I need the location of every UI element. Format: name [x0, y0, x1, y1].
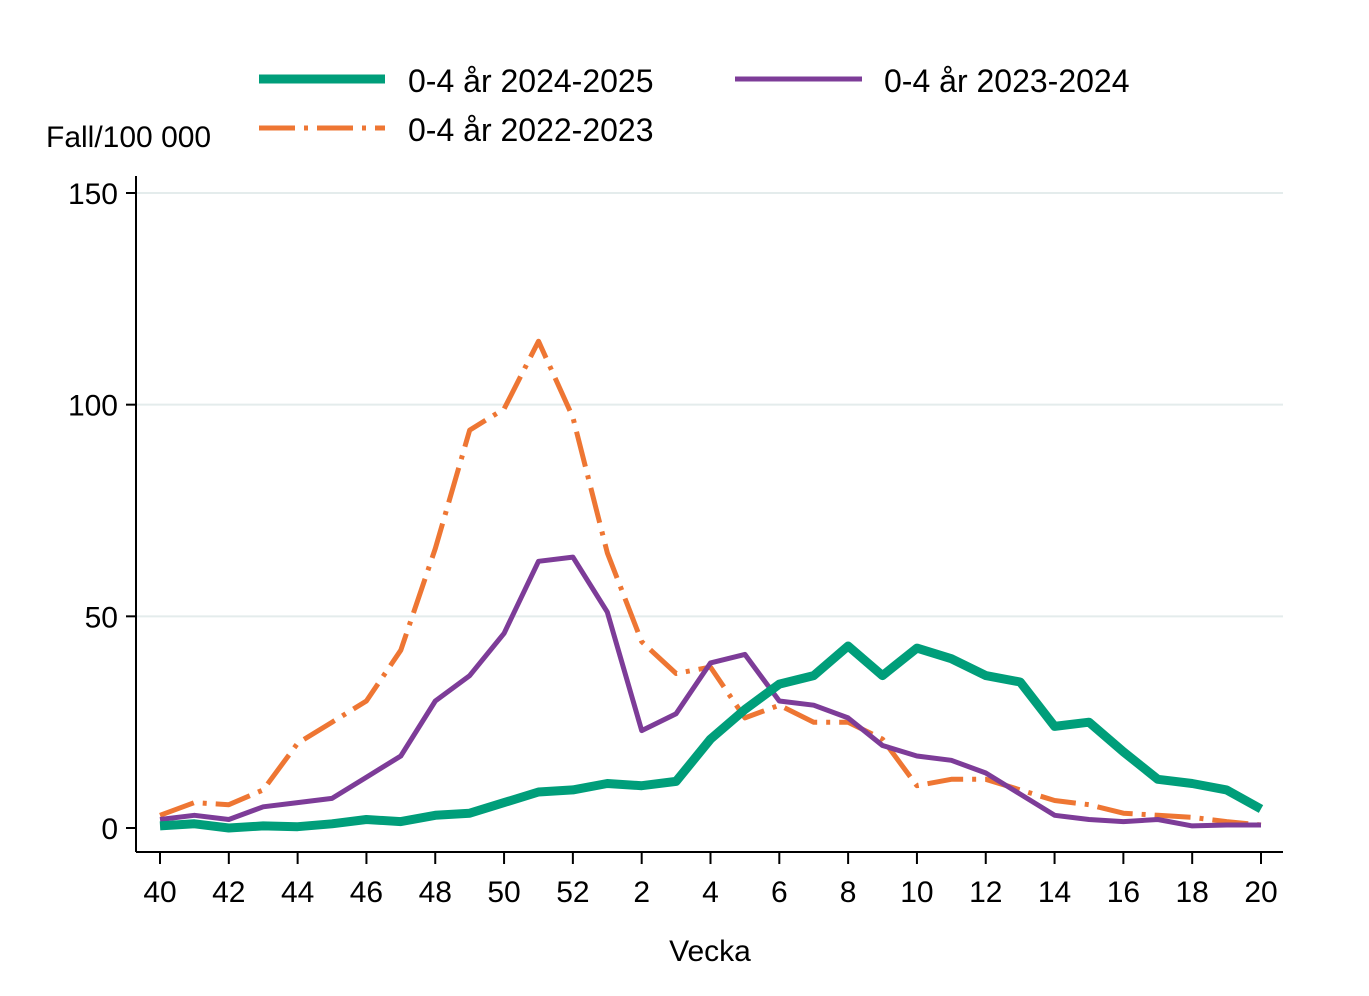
x-axis-title: Vecka [669, 935, 751, 968]
x-tick-label-14: 14 [1038, 876, 1071, 909]
x-tick-label-6: 6 [771, 876, 788, 909]
legend-label-2024-2025: 0-4 år 2024-2025 [408, 63, 654, 99]
y-tick-label-150: 150 [68, 178, 118, 211]
series-line-0-42022-2023 [159, 338, 1262, 828]
x-tick-label-2: 2 [633, 876, 650, 909]
y-ticks: 0 50 100 150 [68, 178, 136, 846]
legend-item-2022-2023: 0-4 år 2022-2023 [259, 112, 654, 148]
x-tick-label-20: 20 [1244, 876, 1277, 909]
x-tick-label-10: 10 [900, 876, 933, 909]
series-line-0-42023-2024 [159, 554, 1261, 829]
legend-label-2023-2024: 0-4 år 2023-2024 [884, 63, 1130, 99]
x-tick-label-12: 12 [969, 876, 1002, 909]
legend-item-2024-2025: 0-4 år 2024-2025 [259, 63, 654, 99]
y-axis-title: Fall/100 000 [46, 121, 211, 154]
legend-label-2022-2023: 0-4 år 2022-2023 [408, 112, 654, 148]
x-tick-label-48: 48 [419, 876, 452, 909]
y-tick-label-100: 100 [68, 390, 118, 423]
grid-lines [136, 192, 1283, 618]
x-tick-label-4: 4 [702, 876, 719, 909]
x-tick-label-42: 42 [212, 876, 245, 909]
x-tick-label-8: 8 [840, 876, 857, 909]
x-tick-label-16: 16 [1107, 876, 1140, 909]
legend-item-2023-2024: 0-4 år 2023-2024 [735, 63, 1130, 99]
y-tick-label-0: 0 [101, 813, 118, 846]
axes [135, 176, 1283, 853]
series-lines [159, 338, 1264, 833]
legend: 0-4 år 2024-2025 0-4 år 2023-2024 0-4 år… [259, 63, 1130, 148]
y-tick-label-50: 50 [85, 601, 118, 634]
x-ticks: 40 42 44 46 48 50 52 2 4 6 8 10 12 14 16 18 20 [143, 852, 1278, 909]
x-tick-label-44: 44 [281, 876, 314, 909]
x-tick-label-46: 46 [350, 876, 383, 909]
series-line-0-42024-2025 [159, 641, 1264, 833]
x-tick-label-40: 40 [143, 876, 176, 909]
x-tick-label-18: 18 [1176, 876, 1209, 909]
x-tick-label-50: 50 [487, 876, 520, 909]
x-tick-label-52: 52 [556, 876, 589, 909]
